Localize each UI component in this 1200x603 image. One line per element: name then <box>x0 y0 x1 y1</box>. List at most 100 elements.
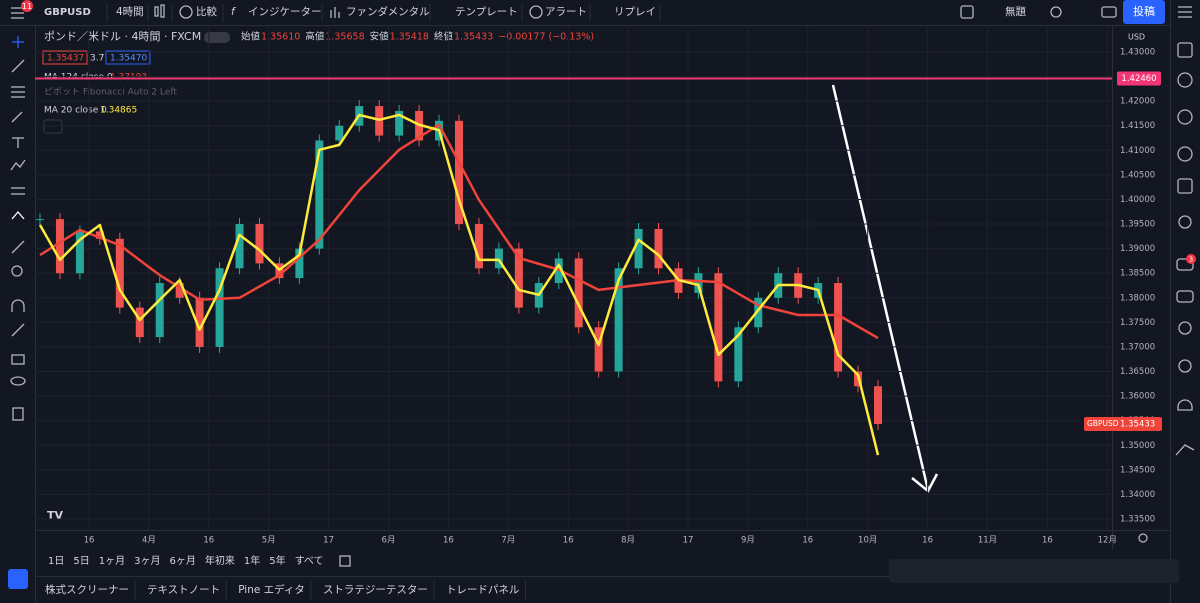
y-tick-label: 1.41500 <box>1120 121 1155 131</box>
date-range[interactable] <box>339 555 351 567</box>
symbol[interactable]: GBPUSD <box>44 7 91 18</box>
candle <box>395 110 404 136</box>
range-button[interactable]: 5日 <box>73 556 89 567</box>
snapshot[interactable] <box>1101 6 1117 18</box>
left-tools[interactable] <box>10 36 26 421</box>
ohlc-value: 1.35433 <box>454 32 493 43</box>
ma-line <box>38 113 880 456</box>
range-button[interactable]: 1ヶ月 <box>99 555 125 567</box>
interval[interactable]: 4時間 <box>116 6 144 18</box>
toolbar-item[interactable]: テンプレート <box>455 6 518 18</box>
bottom-tab[interactable]: ストラテジーテスター <box>323 584 428 596</box>
toolbar-item[interactable]: ファンダメンタル <box>346 5 430 18</box>
y-tick-label: 1.40000 <box>1120 195 1155 205</box>
candle <box>75 231 84 274</box>
y-tick-label: 1.38500 <box>1120 269 1155 279</box>
y-tick-label: 1.37000 <box>1120 342 1155 352</box>
toolbar-item[interactable]: インジケーター <box>248 6 322 18</box>
layout-icon[interactable] <box>960 5 974 19</box>
x-tick-label: 4月 <box>142 536 156 546</box>
candle <box>494 248 503 269</box>
candle <box>155 283 164 338</box>
y-tick-label: 1.42000 <box>1120 97 1155 107</box>
candle <box>255 224 264 264</box>
candle <box>115 238 124 308</box>
candle <box>654 228 663 269</box>
y-tick-label: 1.33500 <box>1120 514 1155 524</box>
ma124-value: 1.37193 <box>110 73 147 83</box>
x-tick-label: 7月 <box>501 536 515 546</box>
badge-count: 11 <box>22 2 32 11</box>
last-price-label: 1.35433 <box>1120 419 1155 429</box>
x-tick-label: 16 <box>922 536 933 546</box>
range-button[interactable]: すべて <box>295 555 324 567</box>
y-tick-label: 1.35000 <box>1120 441 1155 451</box>
y-tick-label: 1.38000 <box>1120 293 1155 303</box>
ma20-name: MA 20 close 0 <box>44 106 107 116</box>
bottom-tab[interactable]: トレードパネル <box>446 584 520 596</box>
x-tick-label: 16 <box>203 536 214 546</box>
publish-button[interactable] <box>1123 0 1165 24</box>
change: −0.00177 (−0.13%) <box>498 32 594 43</box>
candle <box>634 228 643 269</box>
ask: 1.35470 <box>110 54 147 64</box>
y-tick-label: 1.36000 <box>1120 392 1155 402</box>
logo: TV <box>47 509 64 522</box>
range-buttons: 1日 5日 1ヶ月 3ヶ月 6ヶ月 年初来 1年 5年 すべて <box>48 554 324 567</box>
ma20-value: 1.34865 <box>100 106 137 116</box>
ask-box[interactable] <box>105 50 151 65</box>
layout-name[interactable]: 無題 <box>1005 5 1027 18</box>
y-tick-label: 1.40500 <box>1120 170 1155 180</box>
candle <box>175 283 184 298</box>
drawing-bar[interactable] <box>889 559 1179 583</box>
x-tick-label: 17 <box>323 536 334 546</box>
ohlc-value: 1.35610 <box>261 32 300 43</box>
range-button[interactable]: 年初来 <box>205 554 235 567</box>
range-button[interactable]: 1年 <box>244 554 260 567</box>
y-tick-label: 1.39500 <box>1120 220 1155 230</box>
plot <box>35 25 1112 530</box>
x-tick-label: 16 <box>84 536 95 546</box>
toolbar-item[interactable]: アラート <box>545 6 587 18</box>
x-tick-label: 17 <box>683 536 694 546</box>
candle <box>594 327 603 372</box>
toggle[interactable] <box>204 32 230 43</box>
range-button[interactable]: 1日 <box>48 556 64 567</box>
range-button[interactable]: 6ヶ月 <box>170 555 196 567</box>
bottom-tab[interactable]: テキストノート <box>147 584 220 596</box>
publish-label: 投稿 <box>1133 4 1155 18</box>
range-button[interactable]: 5年 <box>269 554 285 567</box>
watchlist-toggle[interactable] <box>8 569 28 589</box>
chat-badge <box>1186 254 1196 264</box>
chart-type[interactable] <box>154 4 165 18</box>
axis-settings[interactable] <box>1138 533 1148 543</box>
bid-box[interactable] <box>42 50 88 65</box>
candle <box>714 273 723 382</box>
range-button[interactable]: 3ヶ月 <box>134 555 160 567</box>
ohlc-label: 終値 <box>434 31 454 43</box>
candle <box>295 248 304 279</box>
settings[interactable] <box>1050 6 1062 18</box>
ohlc-label: 高値 <box>305 31 325 43</box>
alert-icon <box>529 5 543 19</box>
candle <box>55 219 64 274</box>
candle <box>195 297 204 347</box>
pivot: ピボット Fibonacci Auto 2 Left <box>44 87 177 98</box>
toolbar-item[interactable]: リプレイ <box>614 6 656 18</box>
bottom-tab[interactable]: 株式スクリーナー <box>45 583 129 596</box>
chat-badge-count: 3 <box>1189 256 1193 264</box>
y-tick-label: 1.39000 <box>1120 244 1155 254</box>
ma124-name: MA 124 close 0 <box>44 73 113 83</box>
hline-tag <box>1117 71 1161 86</box>
candle <box>614 268 623 372</box>
fundamental-icon <box>330 7 340 18</box>
right-tools[interactable] <box>1175 6 1195 456</box>
y-tick-label: 1.34000 <box>1120 490 1155 500</box>
toolbar-item[interactable]: 比較 <box>196 5 217 18</box>
candle <box>574 258 583 328</box>
bottom-tab[interactable]: Pine エディタ <box>238 583 305 596</box>
bottom-tabs: 株式スクリーナー テキストノート Pine エディタ ストラテジーテスター トレードパネ… <box>45 580 526 600</box>
y-tick-label: 1.34500 <box>1120 465 1155 475</box>
x-tick-label: 12月 <box>1098 536 1117 546</box>
collapse[interactable] <box>43 119 63 134</box>
